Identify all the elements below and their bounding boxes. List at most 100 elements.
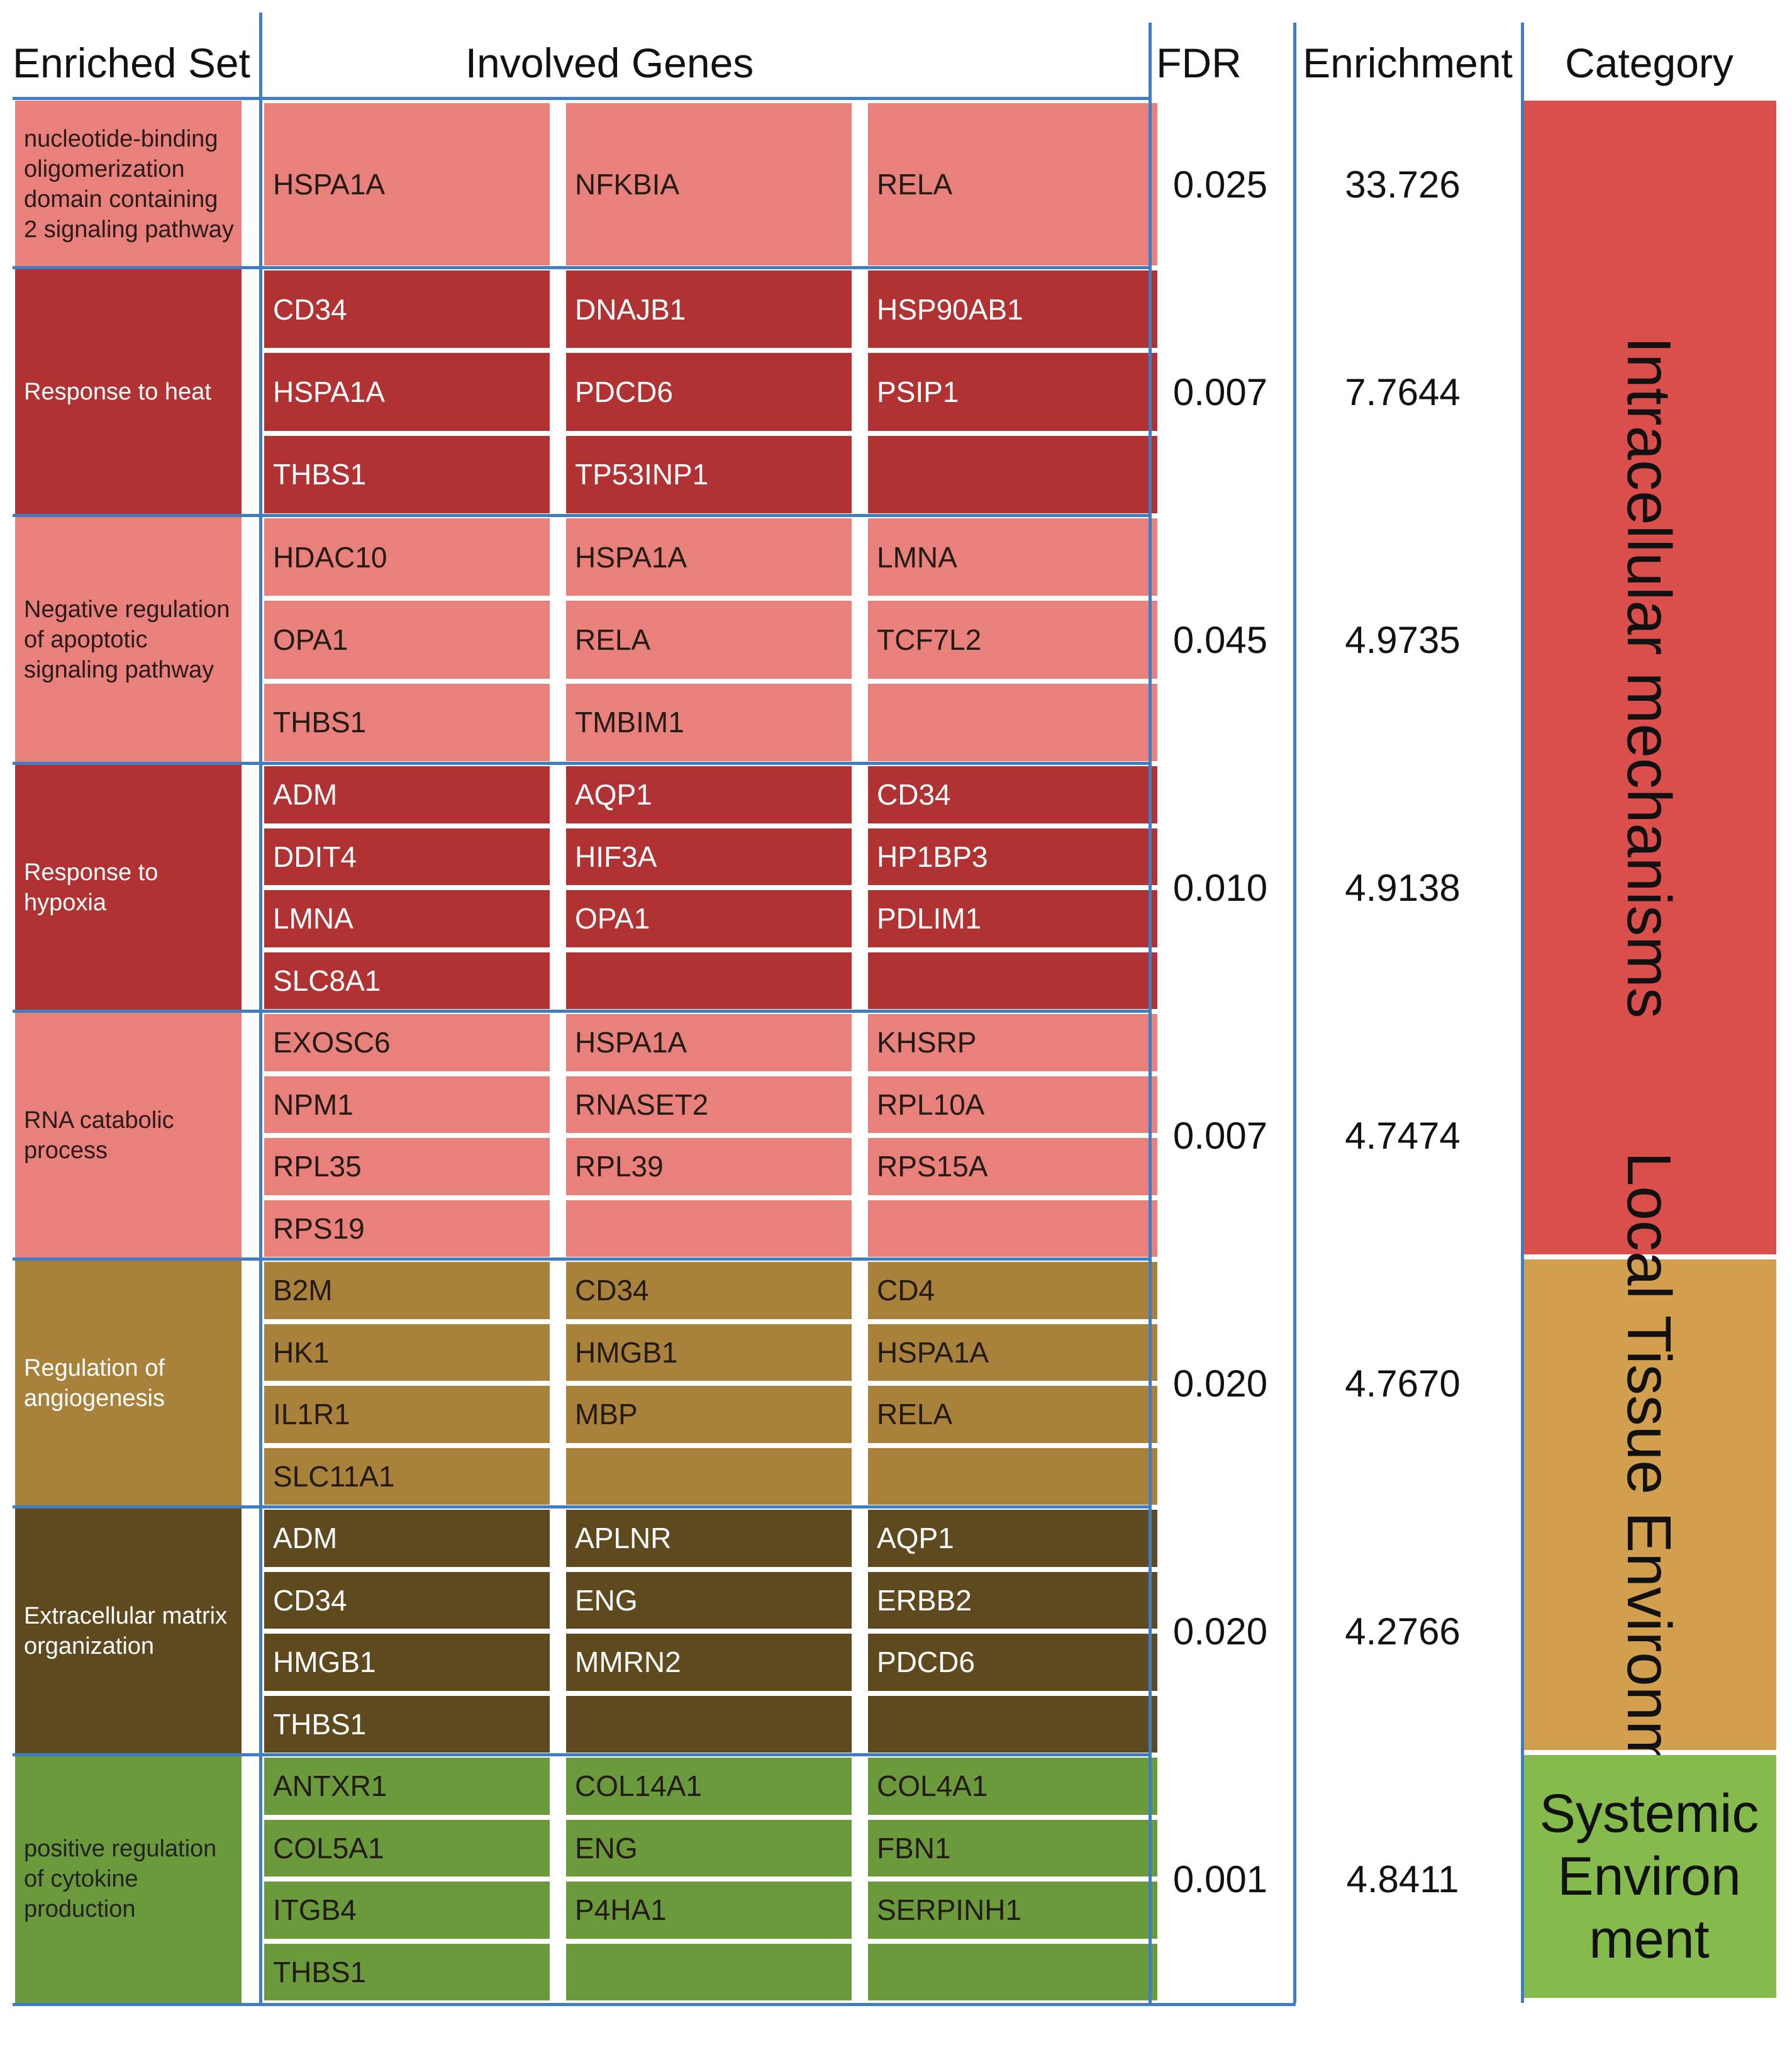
fdr-value: 0.007 [1172,1114,1268,1157]
header-category: Category [1565,40,1734,86]
gene-row: DDIT4 HIF3A HP1BP3 [260,826,1157,888]
gene-cell: RPL35 [264,1138,550,1195]
gene-cell: HSPA1A [868,1324,1157,1381]
gene-cell: PDLIM1 [868,890,1157,947]
gene-row: COL5A1 ENG FBN1 [260,1817,1157,1880]
gene-row: RPL35 RPL39 RPS15A [260,1135,1157,1198]
grid-line [1521,23,1524,2003]
gene-cell: THBS1 [264,1695,550,1753]
gene-cell: NFKBIA [566,103,852,265]
gene-grid: ADM APLNR AQP1 CD34 ENG ERBB2 HMGB1 MMRN2 PDCD6 T… [260,1507,1157,1756]
enriched-set-label: Regulation of angiogenesis [15,1259,242,1507]
gene-cell: HSPA1A [264,353,550,431]
gene-row: THBS1 [260,1693,1157,1756]
gene-cell: HK1 [264,1324,550,1381]
gene-cell: IL1R1 [264,1386,550,1443]
grid-line [13,1505,1151,1508]
gene-cell [566,1447,852,1505]
gene-cell: AQP1 [868,1510,1157,1567]
category-label: Intracellular mechanisms [1615,337,1684,1018]
gene-row: IL1R1 MBP RELA [260,1383,1157,1446]
fdr-value: 0.007 [1172,371,1268,413]
gene-grid: EXOSC6 HSPA1A KHSRP NPM1 RNASET2 RPL10A RPL35 R… [260,1012,1157,1259]
gene-row: THBS1 TMBIM1 [260,681,1157,764]
gene-row: HMGB1 MMRN2 PDCD6 [260,1631,1157,1693]
enriched-set-row: Negative regulation of apoptotic signali… [15,516,1157,764]
gene-cell: CD4 [868,1262,1157,1319]
category-label: Local Tissue Environment [1615,1151,1684,1858]
gene-cell: HSPA1A [264,103,550,265]
gene-cell [566,1200,852,1257]
gene-cell: RELA [868,1386,1157,1443]
gene-cell: OPA1 [264,601,550,679]
gene-grid: B2M CD34 CD4 HK1 HMGB1 HSPA1A IL1R1 MBP RELA SLC1… [260,1259,1157,1507]
gene-cell: MBP [566,1386,852,1443]
gene-cell: TCF7L2 [868,601,1157,679]
enriched-set-label: Response to hypoxia [15,764,242,1012]
gene-cell: ERBB2 [868,1571,1157,1629]
grid-line [13,762,1151,765]
gene-row: EXOSC6 HSPA1A KHSRP [260,1012,1157,1074]
gene-cell: HSP90AB1 [868,270,1157,349]
category-block: Intracellular mechanisms [1522,101,1776,1254]
gene-cell: THBS1 [264,1943,550,2000]
grid-line [13,2003,1296,2006]
grid-line [13,1753,1151,1756]
gene-cell: RPS19 [264,1200,550,1257]
gene-cell: EXOSC6 [264,1014,550,1071]
enriched-set-label: Response to heat [15,268,242,516]
gene-row: LMNA OPA1 PDLIM1 [260,888,1157,950]
gene-row: SLC8A1 [260,950,1157,1012]
gene-row: HK1 HMGB1 HSPA1A [260,1322,1157,1384]
gene-cell [868,1447,1157,1505]
gene-cell: HIF3A [566,828,852,885]
gene-cell: CD34 [264,270,550,349]
enriched-set-label: nucleotide-binding oligomerization domai… [15,101,242,268]
gene-row: HSPA1A PDCD6 PSIP1 [260,350,1157,433]
gene-cell [566,1943,852,2000]
gene-row: OPA1 RELA TCF7L2 [260,598,1157,681]
gene-grid: HSPA1A NFKBIA RELA [260,101,1157,268]
gene-cell: ANTXR1 [264,1758,550,1815]
grid-line [13,1010,1151,1013]
gene-cell: ADM [264,1510,550,1567]
gene-cell: ITGB4 [264,1882,550,1939]
gene-row: CD34 ENG ERBB2 [260,1570,1157,1632]
enriched-set-row: Regulation of angiogenesis B2M CD34 CD4 HK1 H… [15,1259,1157,1507]
enriched-set-label: positive regulation of cytokine producti… [15,1755,242,2003]
gene-cell [566,952,852,1009]
gene-cell: TP53INP1 [566,435,852,513]
gene-cell: HMGB1 [264,1634,550,1691]
fdr-value: 0.020 [1172,1610,1268,1653]
gene-row: ADM APLNR AQP1 [260,1507,1157,1570]
gene-cell: LMNA [264,890,550,947]
gene-grid: ADM AQP1 CD34 DDIT4 HIF3A HP1BP3 LMNA OPA1 PDLIM… [260,764,1157,1012]
enrichment-value: 4.9138 [1345,866,1461,909]
enrichment-value: 4.7474 [1345,1114,1461,1157]
grid-line [1149,23,1152,2003]
fdr-value: 0.001 [1172,1858,1268,1900]
gene-row: ANTXR1 COL14A1 COL4A1 [260,1755,1157,1817]
header-enrichment: Enrichment [1303,40,1513,86]
gene-grid: ANTXR1 COL14A1 COL4A1 COL5A1 ENG FBN1 ITGB4 P4H… [260,1755,1157,2003]
gene-cell: KHSRP [868,1014,1157,1071]
enriched-set-row: Response to hypoxia ADM AQP1 CD34 DDIT4 HIF3A… [15,764,1157,1012]
header-fdr: FDR [1156,40,1242,86]
gene-cell: ENG [566,1571,852,1629]
gene-grid: HDAC10 HSPA1A LMNA OPA1 RELA TCF7L2 THBS1 TMBIM… [260,516,1157,764]
enrichment-value: 33.726 [1345,163,1461,206]
gene-cell: NPM1 [264,1076,550,1133]
gene-row: CD34 DNAJB1 HSP90AB1 [260,268,1157,350]
grid-line [13,97,1151,100]
gene-cell: ENG [566,1819,852,1876]
header-enriched-set: Enriched Set [13,40,250,86]
gene-cell: RELA [566,601,852,679]
gene-cell: RNASET2 [566,1076,852,1133]
grid-line [13,514,1151,517]
category-block: Local Tissue Environment [1522,1152,1776,1858]
gene-cell: COL14A1 [566,1758,852,1815]
gene-cell: RPL39 [566,1138,852,1195]
gene-cell [868,1200,1157,1257]
gene-cell: THBS1 [264,435,550,513]
gene-cell: PDCD6 [868,1634,1157,1691]
